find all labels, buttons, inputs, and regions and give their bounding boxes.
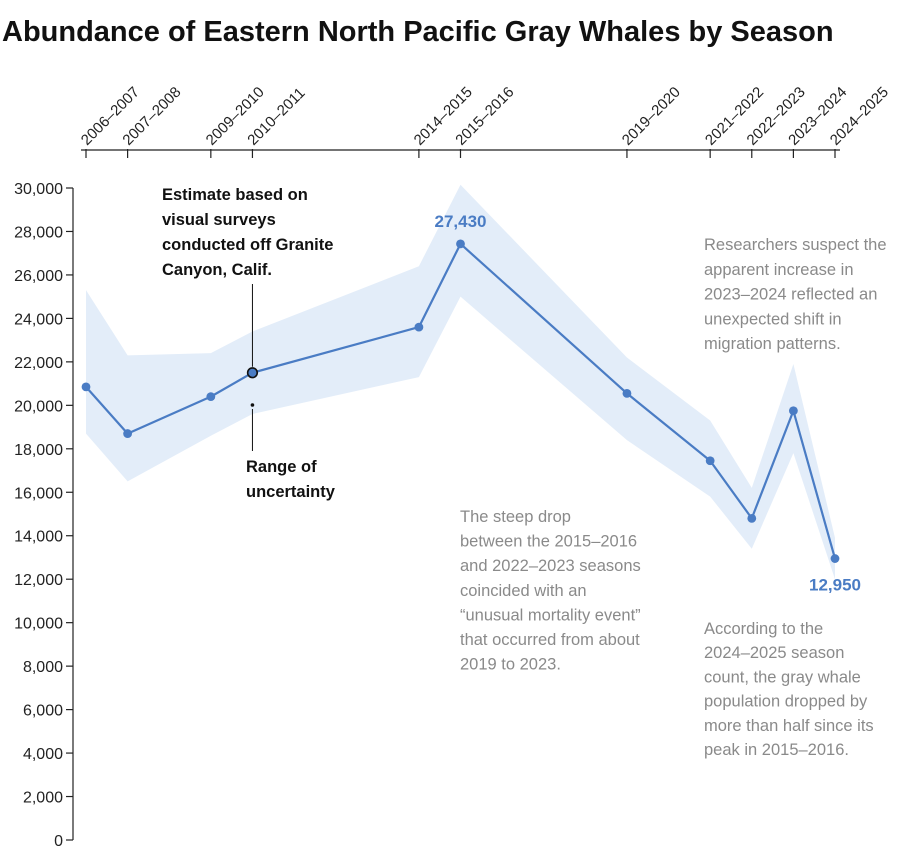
annotation-estimate-line: Estimate based on [162, 186, 308, 204]
y-tick-label: 6,000 [23, 703, 63, 720]
data-point [414, 322, 424, 332]
annotation-steep-drop-line: between the 2015–2016 [460, 533, 637, 551]
range-leader-dot [250, 403, 255, 407]
y-tick-label: 0 [54, 833, 63, 850]
y-tick-label: 30,000 [14, 181, 63, 198]
annotation-estimate-line: conducted off Granite [162, 236, 333, 254]
y-tick-label: 26,000 [14, 268, 63, 285]
annotation-estimate-line: visual surveys [162, 211, 276, 229]
y-tick-label: 16,000 [14, 485, 63, 502]
value-label-latest: 12,950 [809, 576, 861, 595]
y-tick-label: 22,000 [14, 355, 63, 372]
y-tick-label: 4,000 [23, 746, 63, 763]
y-tick-label: 12,000 [14, 572, 63, 589]
x-tick-label: 2019–2020 [619, 84, 684, 149]
annotation-layer: 27,430 12,950 Estimate based on visual surv… [162, 186, 887, 759]
annotation-steep-drop: The steep drop between the 2015–2016 and 2… [460, 508, 641, 674]
data-point [830, 554, 840, 563]
annotation-according-line: 2024–2025 season [704, 644, 844, 662]
annotation-according-line: population dropped by [704, 693, 868, 711]
y-tick-label: 18,000 [14, 442, 63, 459]
annotation-researchers-line: Researchers suspect the [704, 236, 887, 254]
data-point [747, 513, 757, 523]
annotation-according-line: count, the gray whale [704, 668, 861, 686]
annotation-steep-drop-line: that occurred from about [460, 631, 640, 649]
y-tick-label: 20,000 [14, 398, 63, 415]
annotation-steep-drop-line: 2019 to 2023. [460, 656, 561, 674]
data-point [622, 388, 632, 398]
annotation-researchers-line: migration patterns. [704, 335, 841, 353]
chart-title: Abundance of Eastern North Pacific Gray … [2, 16, 834, 48]
data-point [81, 382, 91, 392]
annotation-researchers-line: apparent increase in [704, 261, 854, 279]
data-point [123, 429, 133, 438]
annotation-steep-drop-line: “unusual mortality event” [460, 606, 641, 624]
data-point [705, 456, 715, 466]
y-tick-label: 24,000 [14, 311, 63, 328]
annotation-range-line: uncertainty [246, 483, 336, 501]
y-tick-label: 2,000 [23, 790, 63, 807]
annotation-steep-drop-line: coincided with an [460, 582, 587, 600]
value-label-peak: 27,430 [435, 212, 487, 231]
y-tick-label: 10,000 [14, 616, 63, 633]
annotation-researchers-line: unexpected shift in [704, 310, 842, 328]
data-point [206, 392, 216, 402]
annotation-according-line: more than half since its [704, 717, 874, 735]
y-tick-label: 14,000 [14, 529, 63, 546]
data-point [456, 239, 465, 249]
annotation-according: According to the 2024–2025 season count, t… [704, 620, 874, 759]
annotation-researchers-line: 2023–2024 reflected an [704, 286, 877, 304]
annotation-according-line: According to the [704, 620, 823, 638]
data-point [246, 367, 259, 379]
annotation-according-line: peak in 2015–2016. [704, 741, 849, 759]
annotation-estimate-line: Canyon, Calif. [162, 261, 272, 279]
annotation-steep-drop-line: and 2022–2023 seasons [460, 557, 641, 575]
annotation-researchers: Researchers suspect the apparent increase… [704, 236, 887, 353]
annotation-range-line: Range of [246, 458, 317, 476]
data-point [788, 406, 798, 416]
series-line-layer [81, 239, 840, 563]
annotation-estimate: Estimate based on visual surveys conducted… [162, 186, 333, 279]
y-tick-label: 8,000 [23, 659, 63, 676]
y-tick-label: 28,000 [14, 224, 63, 241]
annotation-range: Range of uncertainty [246, 458, 336, 501]
annotation-steep-drop-line: The steep drop [460, 508, 571, 526]
